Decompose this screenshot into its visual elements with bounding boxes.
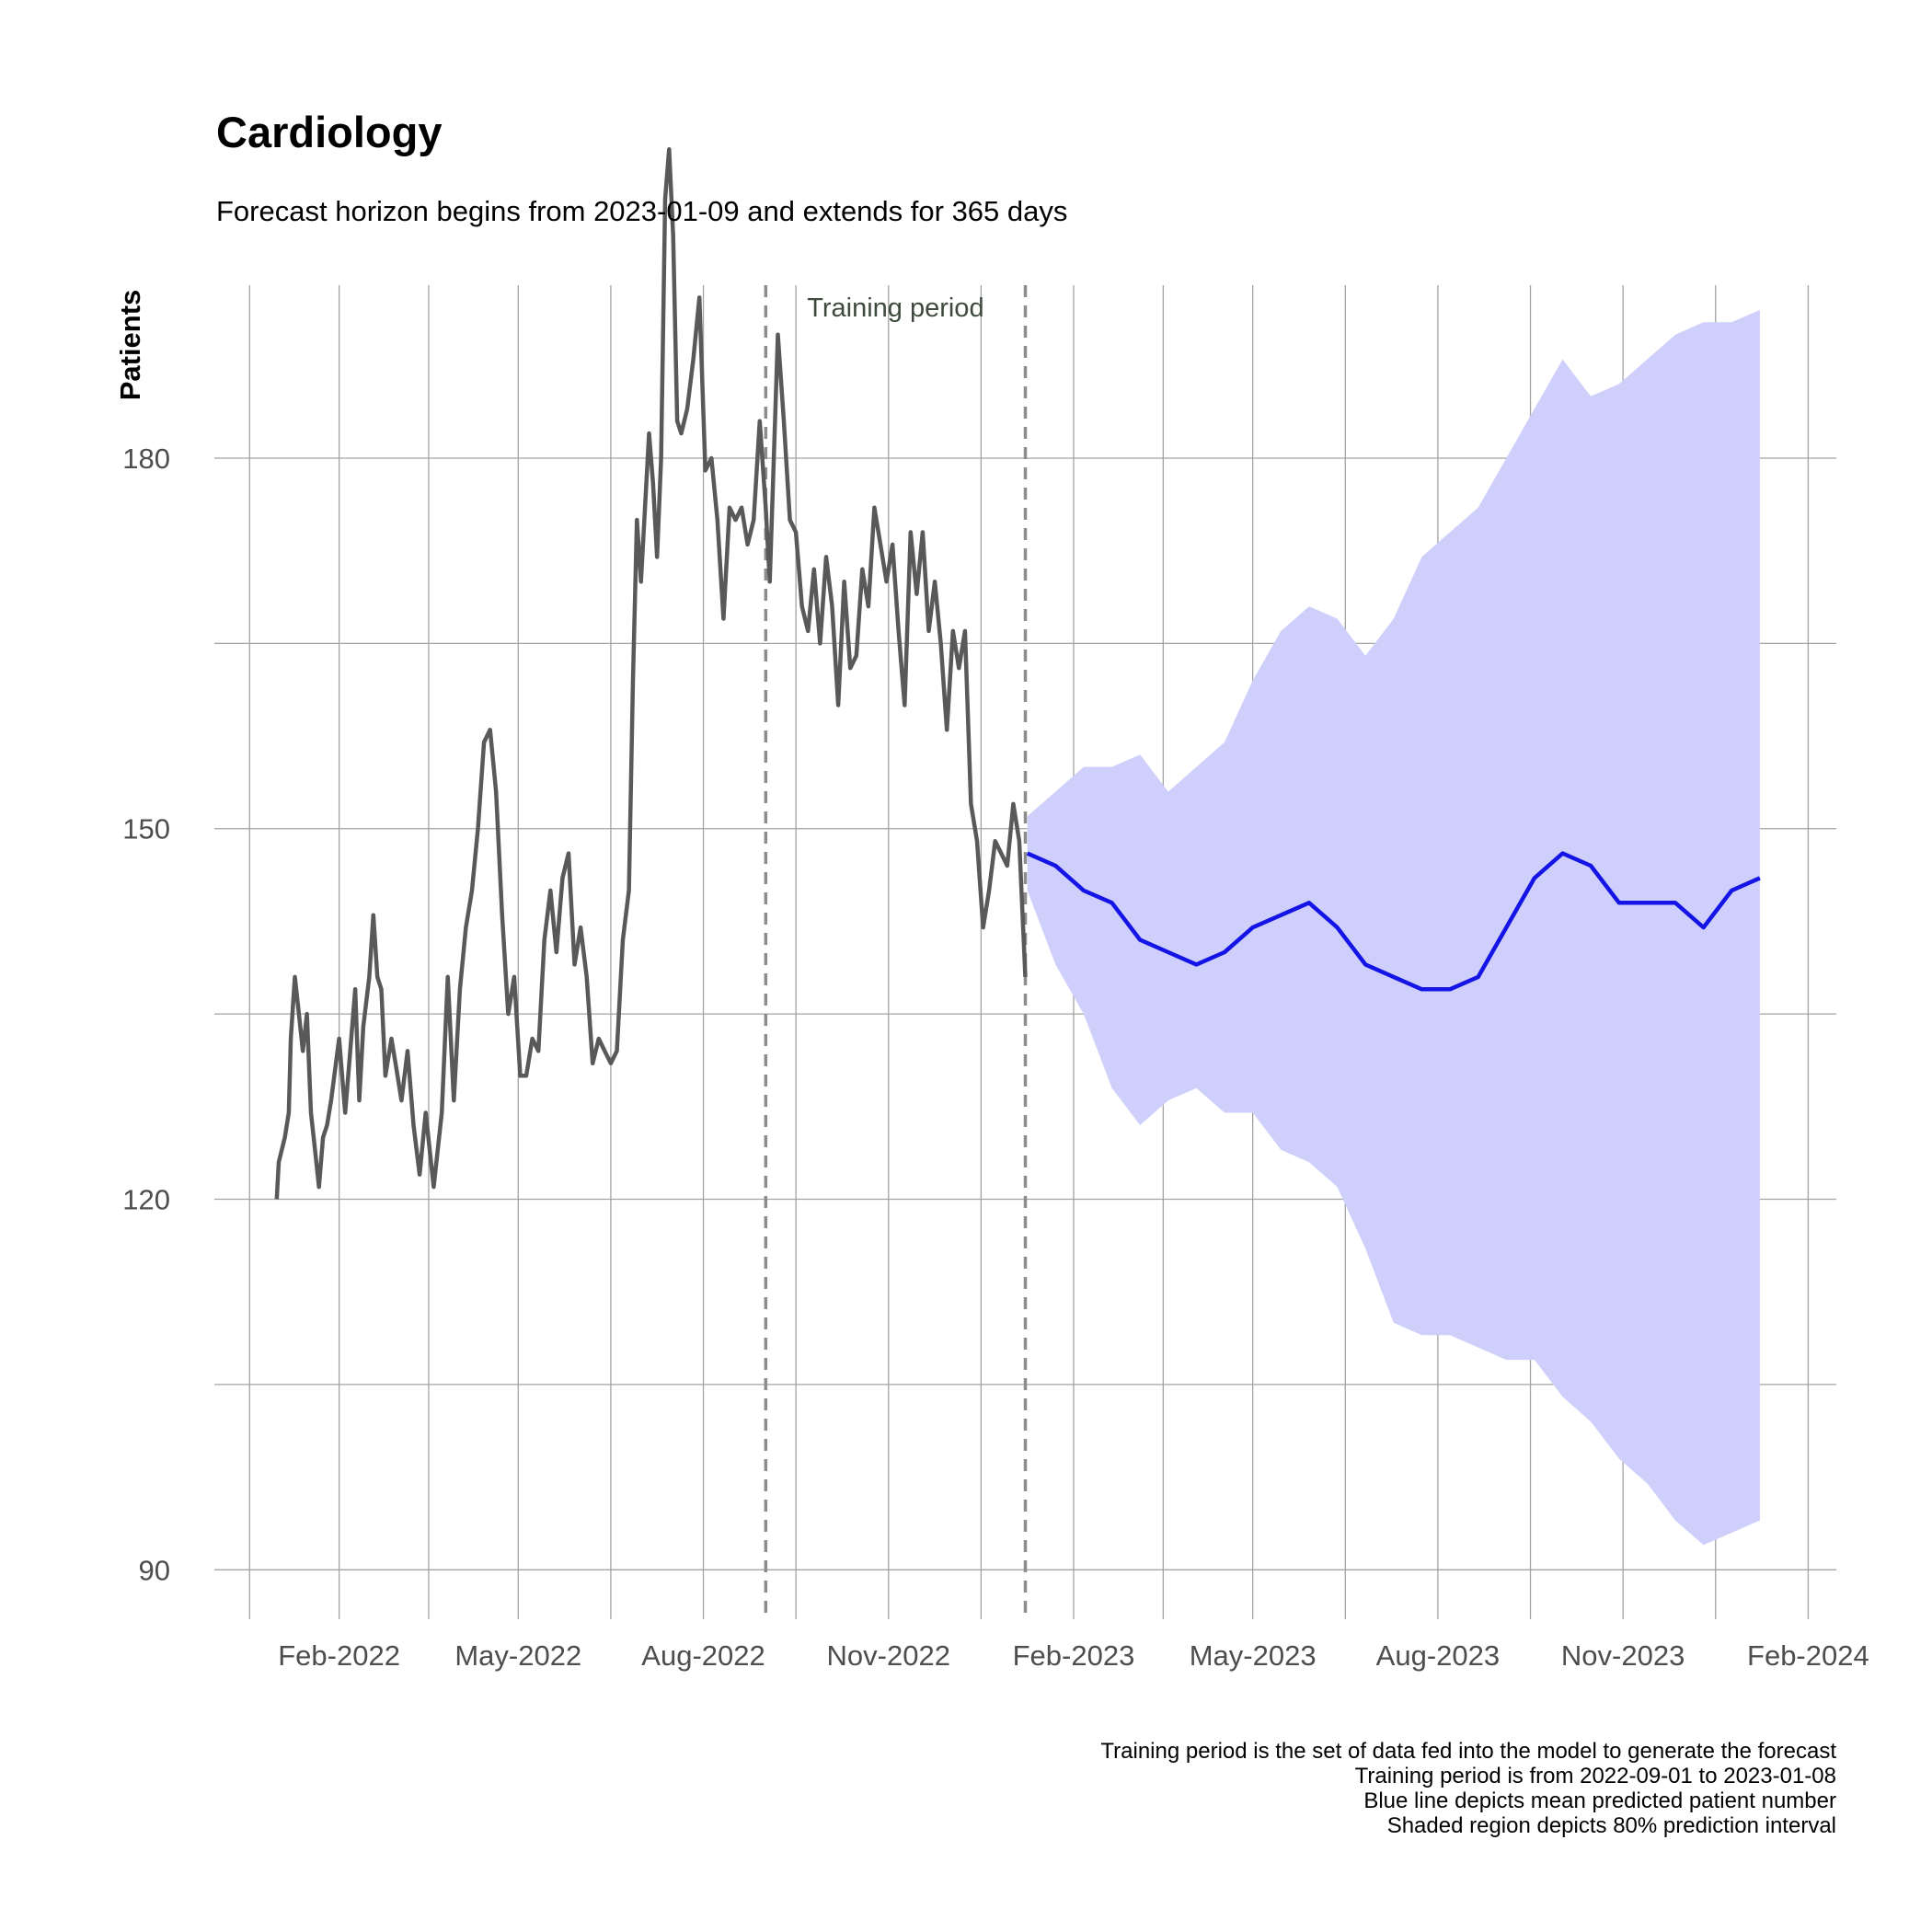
y-tick-label: 180 — [122, 443, 170, 475]
x-tick-label: Feb-2023 — [1013, 1639, 1135, 1672]
caption-line-1: Training period is the set of data fed i… — [1100, 1739, 1836, 1764]
y-tick-label: 150 — [122, 813, 170, 845]
caption-line-3: Blue line depicts mean predicted patient… — [1363, 1788, 1836, 1813]
x-tick-label: Nov-2022 — [827, 1639, 950, 1672]
caption-line-2: Training period is from 2022-09-01 to 20… — [1355, 1764, 1836, 1788]
chart-title: Cardiology — [216, 108, 442, 156]
observed-patients-line — [274, 147, 1028, 1200]
forecast-mean-line — [1026, 851, 1761, 992]
x-tick-label: Nov-2023 — [1561, 1639, 1685, 1672]
training-period-markers — [764, 285, 1028, 1621]
x-tick-label: Feb-2022 — [278, 1639, 400, 1672]
caption-line-4: Shaded region depicts 80% prediction int… — [1387, 1813, 1836, 1838]
x-tick-label: Aug-2022 — [641, 1639, 765, 1672]
x-tick-label: May-2023 — [1190, 1639, 1317, 1672]
x-axis-tick-labels: Feb-2022 May-2022 Aug-2022 Nov-2022 Feb-2023… — [278, 1639, 1869, 1672]
x-tick-label: Feb-2024 — [1747, 1639, 1869, 1672]
x-tick-label: Aug-2023 — [1376, 1639, 1500, 1672]
x-tick-label: May-2022 — [454, 1639, 581, 1672]
training-period-label: Training period — [807, 293, 983, 323]
y-axis-label: Patients — [114, 290, 146, 401]
y-axis-tick-labels: 90 120 150 180 — [122, 443, 170, 1586]
prediction-interval-band — [1027, 309, 1760, 1546]
chart-subtitle: Forecast horizon begins from 2023-01-09 … — [216, 195, 1067, 227]
y-tick-label: 90 — [139, 1554, 170, 1586]
y-tick-label: 120 — [122, 1184, 170, 1216]
